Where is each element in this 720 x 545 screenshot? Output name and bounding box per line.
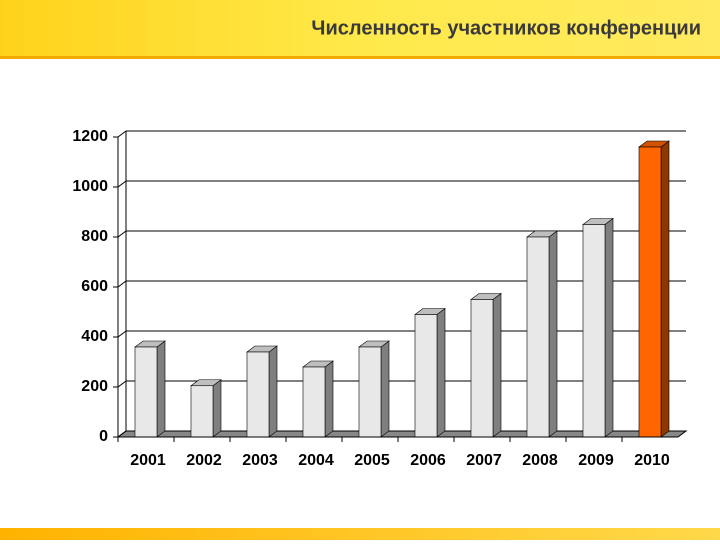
y-tick-label: 1000 [72, 178, 108, 195]
grid-line [117, 180, 127, 188]
bar-top-shade [527, 231, 557, 237]
bar-side-shade [269, 346, 277, 437]
bar [582, 224, 606, 438]
bar-side-shade [157, 341, 165, 437]
x-tick-label: 2003 [242, 452, 278, 469]
bar-top-shade [191, 379, 221, 386]
bar-side-shade [549, 231, 557, 437]
bar-top-shade [639, 141, 669, 147]
chart-title: Численность участников конференции [311, 17, 701, 39]
grid-line [117, 430, 127, 438]
bar-top-shade [135, 341, 165, 347]
bar [470, 299, 494, 438]
bar [526, 236, 550, 438]
x-tick-label: 2010 [634, 452, 670, 469]
x-tick-label: 2007 [466, 452, 502, 469]
y-tick-label: 1200 [72, 128, 108, 145]
bar-side-shade [437, 308, 445, 437]
bar-top-shade [359, 341, 389, 347]
bar-top-shade [247, 346, 277, 352]
bar [358, 346, 382, 438]
x-tick-label: 2001 [130, 452, 166, 469]
bar [414, 314, 438, 438]
bar-side-shade [493, 293, 501, 437]
x-tick-label: 2005 [354, 452, 390, 469]
header-band [0, 0, 720, 58]
bar-top-shade [583, 218, 613, 225]
y-tick-label: 200 [81, 378, 108, 395]
bar [638, 146, 662, 438]
bar [302, 366, 326, 438]
bar-side-shade [605, 218, 613, 437]
grid-line [117, 280, 127, 288]
x-tick-label: 2006 [410, 452, 446, 469]
bar [134, 346, 158, 438]
bar-top-shade [471, 293, 501, 300]
y-tick-label: 0 [99, 428, 108, 445]
grid-line [117, 130, 127, 138]
y-tick-label: 600 [81, 278, 108, 295]
grid-line [117, 230, 127, 238]
x-tick-label: 2008 [522, 452, 558, 469]
bar-side-shade [325, 361, 333, 437]
x-tick-label: 2009 [578, 452, 614, 469]
bar-side-shade [661, 141, 669, 437]
bar-side-shade [381, 341, 389, 437]
bar-top-shade [415, 308, 445, 315]
header-rule [0, 56, 720, 59]
y-tick-label: 800 [81, 228, 108, 245]
x-tick-label: 2004 [298, 452, 334, 469]
bar-side-shade [213, 379, 221, 437]
bar [246, 351, 270, 438]
bar [190, 385, 214, 438]
y-tick-label: 400 [81, 328, 108, 345]
footer-band [0, 528, 720, 540]
grid-line [117, 330, 127, 338]
x-tick-label: 2002 [186, 452, 222, 469]
grid-line [117, 380, 127, 388]
bar-top-shade [303, 361, 333, 367]
